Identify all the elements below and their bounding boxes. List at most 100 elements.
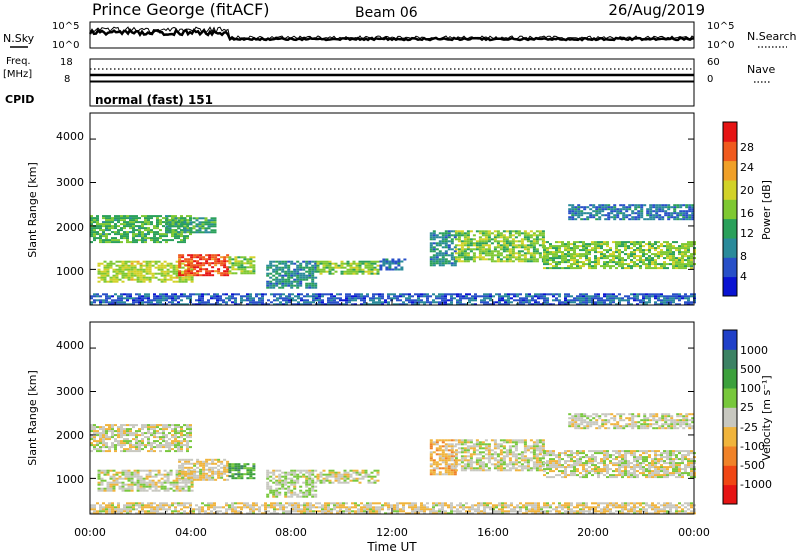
heatmap-cell <box>175 483 179 486</box>
heatmap-cell <box>622 216 626 219</box>
heatmap-cell <box>226 270 230 273</box>
heatmap-cell <box>361 477 365 480</box>
heatmap-cell <box>555 456 558 459</box>
heatmap-cell <box>198 231 202 234</box>
heatmap-cell <box>103 276 107 279</box>
heatmap-cell <box>190 278 194 281</box>
heatmap-cell <box>648 243 651 246</box>
heatmap-cell <box>308 266 312 269</box>
heatmap-cell <box>114 217 117 220</box>
heatmap-cell <box>93 221 96 224</box>
heatmap-cell <box>570 474 573 477</box>
heatmap-cell <box>684 265 687 268</box>
heatmap-cell <box>174 434 177 437</box>
heatmap-cell <box>459 297 462 300</box>
heatmap-cell <box>487 449 491 452</box>
heatmap-cell <box>228 299 231 302</box>
heatmap-cell <box>654 293 657 296</box>
heatmap-cell <box>511 248 515 251</box>
heatmap-cell <box>543 255 546 258</box>
heatmap-cell <box>450 453 454 456</box>
heatmap-cell <box>640 206 644 209</box>
heatmap-cell <box>205 462 209 465</box>
heatmap-cell <box>687 245 690 248</box>
heatmap-cell <box>109 489 113 492</box>
heatmap-cell <box>460 242 464 245</box>
heatmap-cell <box>484 254 488 257</box>
heatmap-cell <box>281 270 285 273</box>
heatmap-cell <box>441 236 445 239</box>
heatmap-cell <box>447 244 451 247</box>
heatmap-cell <box>618 241 621 244</box>
heatmap-cell <box>237 262 241 265</box>
heatmap-cell <box>340 473 344 476</box>
heatmap-cell <box>564 462 567 465</box>
heatmap-cell <box>165 227 169 230</box>
heatmap-cell <box>151 489 155 492</box>
heatmap-cell <box>93 432 96 435</box>
heatmap-cell <box>148 487 152 490</box>
heatmap-cell <box>108 225 111 228</box>
heatmap-cell <box>123 231 126 234</box>
heatmap-cell <box>181 485 185 488</box>
heatmap-cell <box>543 454 546 457</box>
heatmap-cell <box>195 299 198 302</box>
heatmap-cell <box>288 297 291 300</box>
heatmap-cell <box>624 245 627 248</box>
heatmap-cell <box>558 301 561 304</box>
heatmap-cell <box>529 258 533 261</box>
heatmap-cell <box>132 239 135 242</box>
heatmap-cell <box>532 248 536 251</box>
heatmap-cell <box>246 258 250 261</box>
heatmap-cell <box>478 248 482 251</box>
heatmap-cell <box>150 434 153 437</box>
heatmap-cell <box>345 301 348 304</box>
heatmap-cell <box>549 464 552 467</box>
heatmap-cell <box>126 434 129 437</box>
heatmap-cell <box>502 445 506 448</box>
heatmap-cell <box>296 495 300 498</box>
heatmap-cell <box>535 238 539 241</box>
heatmap-cell <box>508 447 512 450</box>
heatmap-cell <box>685 204 689 207</box>
heatmap-cell <box>349 270 353 273</box>
heatmap-cell <box>246 297 249 300</box>
heatmap-cell <box>558 303 561 306</box>
heatmap-cell <box>564 249 567 252</box>
heatmap-cell <box>529 252 533 255</box>
heatmap-cell <box>594 303 597 306</box>
heatmap-cell <box>278 481 282 484</box>
heatmap-cell <box>538 439 542 442</box>
heatmap-cell <box>457 236 461 239</box>
heatmap-cell <box>226 274 230 277</box>
heatmap-cell <box>630 261 633 264</box>
heatmap-cell <box>90 241 93 244</box>
heatmap-cell <box>231 477 235 480</box>
heatmap-cell <box>558 257 561 260</box>
heatmap-cell <box>178 478 182 481</box>
heatmap-cell <box>234 463 238 466</box>
heatmap-cell <box>266 493 270 496</box>
heatmap-cell <box>281 286 285 289</box>
heatmap-cell <box>687 255 690 258</box>
heatmap-cell <box>115 479 119 482</box>
heatmap-cell <box>297 303 300 306</box>
heatmap-cell <box>314 481 318 484</box>
heatmap-cell <box>496 463 500 466</box>
heatmap-cell <box>226 460 230 463</box>
heatmap-cell <box>520 465 524 468</box>
heatmap-cell <box>172 266 176 269</box>
heatmap-cell <box>606 303 609 306</box>
heatmap-cell <box>169 469 173 472</box>
heatmap-cell <box>444 453 448 456</box>
heatmap-cell <box>178 489 182 492</box>
heatmap-cell <box>607 216 611 219</box>
heatmap-cell <box>297 297 300 300</box>
heatmap-cell <box>432 258 436 261</box>
heatmap-cell <box>552 450 555 453</box>
heatmap-cell <box>168 438 171 441</box>
heatmap-cell <box>493 467 497 470</box>
heatmap-cell <box>438 254 442 257</box>
heatmap-cell <box>316 479 320 482</box>
heatmap-cell <box>275 493 279 496</box>
